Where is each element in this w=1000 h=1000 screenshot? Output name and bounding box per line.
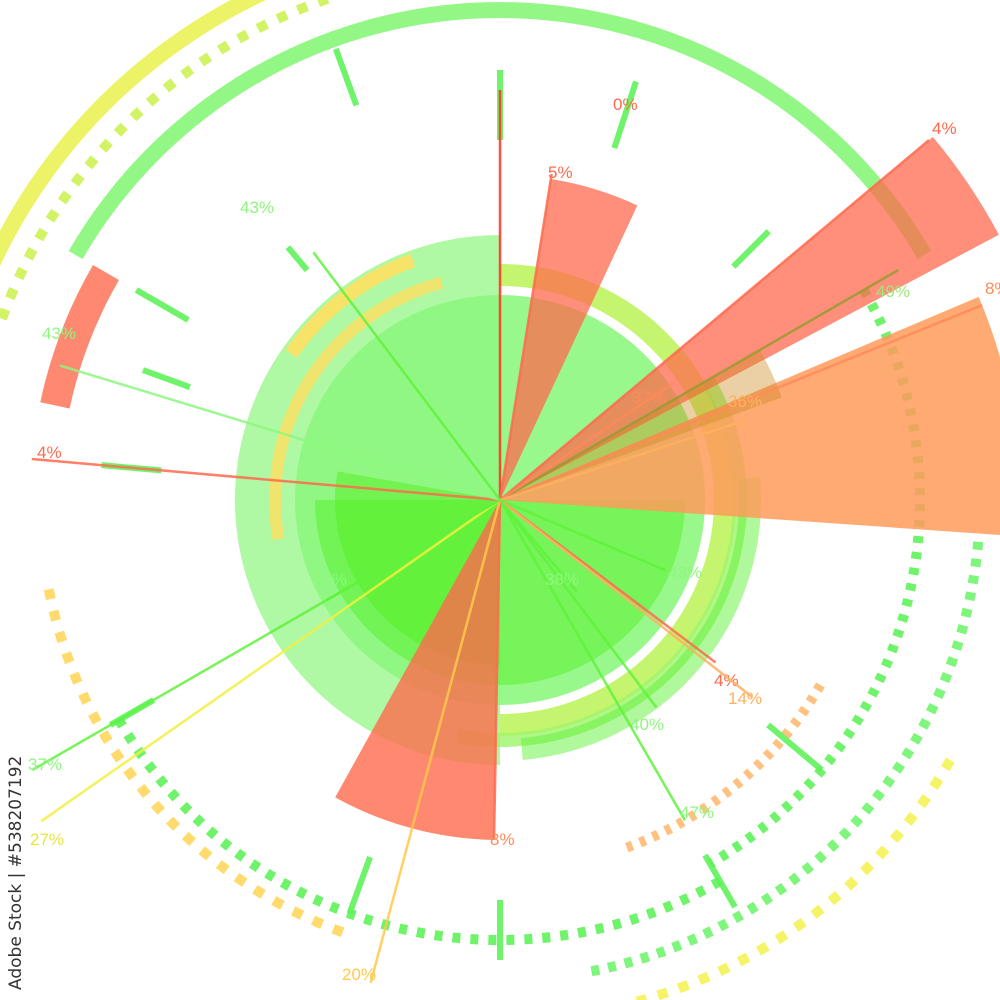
percent-label: 43% bbox=[42, 324, 76, 343]
percent-label: 0% bbox=[613, 95, 638, 114]
percent-label: 49% bbox=[876, 282, 910, 301]
label-leader-line bbox=[499, 139, 930, 501]
label-leader-line bbox=[326, 498, 501, 602]
percent-label: 27% bbox=[30, 830, 64, 849]
red-sector bbox=[335, 500, 500, 840]
tick-mark bbox=[702, 853, 738, 909]
percent-label: 36% bbox=[728, 392, 762, 411]
tick-mark bbox=[346, 856, 373, 915]
outer-yellow-dash bbox=[0, 0, 341, 321]
red-arc-segment bbox=[40, 265, 119, 409]
orange-sector bbox=[500, 296, 1000, 535]
label-leader-line bbox=[312, 251, 501, 501]
label-leader-line bbox=[40, 498, 501, 823]
tick-mark bbox=[731, 229, 771, 269]
tick-mark bbox=[611, 80, 639, 150]
label-leader-line bbox=[31, 457, 501, 502]
yellow-arc-top bbox=[285, 253, 416, 358]
outer-green-arc bbox=[68, 2, 932, 260]
yellow-inner-arc bbox=[269, 276, 444, 541]
red-sector bbox=[500, 136, 999, 500]
label-leader-line bbox=[369, 499, 502, 984]
percent-label: 47% bbox=[680, 803, 714, 822]
outer-green-dash bbox=[582, 541, 984, 978]
label-leader-line bbox=[499, 498, 667, 572]
outer-yellow-arc bbox=[0, 0, 267, 267]
percent-label: 4% bbox=[714, 671, 739, 690]
label-leader-line bbox=[492, 499, 502, 840]
percent-label: 8% bbox=[985, 279, 1000, 298]
percent-label: 4% bbox=[932, 119, 957, 138]
label-leader-line bbox=[499, 418, 748, 502]
label-leader-line bbox=[499, 381, 675, 502]
label-leader-line bbox=[499, 304, 983, 502]
percent-label: 20% bbox=[342, 965, 376, 984]
label-leader-line bbox=[499, 268, 899, 502]
olive-sector bbox=[500, 350, 782, 500]
label-leader-line bbox=[498, 173, 553, 501]
stock-credit: Adobe Stock | #538207192 bbox=[6, 755, 26, 990]
percent-label: 37% bbox=[28, 755, 62, 774]
percent-label: 43% bbox=[668, 563, 702, 582]
tick-mark bbox=[333, 47, 360, 107]
dashed-ring-yellow bbox=[42, 579, 345, 937]
dashed-ring-orange bbox=[624, 682, 825, 853]
percent-label: 5% bbox=[548, 163, 573, 182]
percent-label: 47% bbox=[313, 570, 347, 589]
percent-label: 37% bbox=[632, 388, 666, 407]
percent-label: 40% bbox=[630, 715, 664, 734]
red-sector bbox=[500, 179, 638, 500]
percent-label: 8% bbox=[490, 830, 515, 849]
tick-mark bbox=[285, 245, 310, 273]
label-leader-line bbox=[498, 499, 687, 822]
tick-mark bbox=[141, 367, 191, 390]
outer-yellow-dash-2 bbox=[623, 757, 955, 1000]
label-leader-line bbox=[499, 499, 579, 593]
label-leader-line bbox=[59, 364, 501, 502]
tick-mark bbox=[766, 722, 824, 773]
mid-ring-lower bbox=[520, 477, 761, 761]
percent-label: 43% bbox=[240, 198, 274, 217]
percent-label: 14% bbox=[728, 689, 762, 708]
label-leader-line bbox=[499, 499, 658, 709]
percent-label: 4% bbox=[37, 443, 62, 462]
label-leader-line bbox=[499, 499, 753, 698]
percent-label: 38% bbox=[545, 570, 579, 589]
tick-mark bbox=[134, 287, 190, 323]
